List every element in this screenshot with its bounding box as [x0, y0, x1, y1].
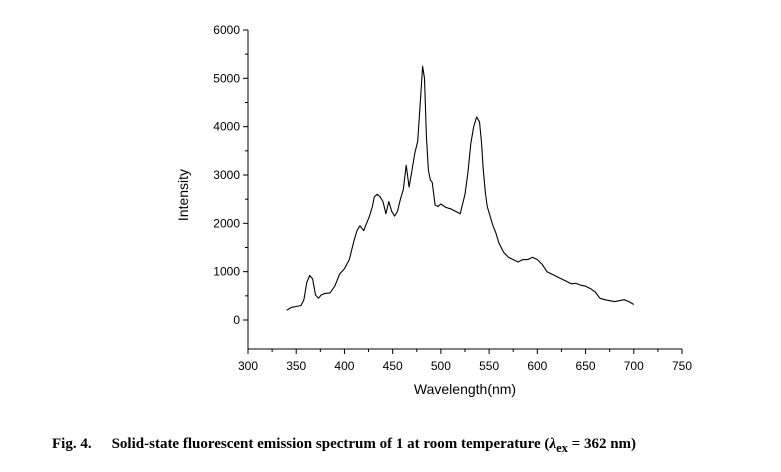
x-tick-label: 600	[527, 359, 547, 373]
x-axis-title: Wavelength(nm)	[414, 381, 516, 397]
chart-series	[286, 65, 635, 311]
y-tick-label: 3000	[213, 168, 240, 182]
figure-caption: Fig. 4. Solid-state fluorescent emission …	[52, 436, 781, 456]
x-tick-label: 550	[479, 359, 499, 373]
y-axis-ticks: 0 1000 2000 3000 4000 5000 6000	[213, 23, 248, 327]
y-tick-label: 4000	[213, 120, 240, 134]
x-tick-label: 300	[238, 359, 258, 373]
x-tick-label: 500	[431, 359, 451, 373]
y-tick-label: 2000	[213, 216, 240, 230]
emission-spectrum-chart: 300 350 400 450 500 550 600 650 700 750 0 1000 2000…	[175, 23, 692, 397]
x-tick-label: 700	[624, 359, 644, 373]
figure-number: Fig. 4.	[52, 436, 92, 452]
caption-text-before: Solid-state fluorescent emission spectru…	[111, 436, 550, 452]
spectrum-line	[286, 65, 635, 311]
lambda-subscript: ex	[556, 441, 568, 455]
x-tick-label: 750	[672, 359, 692, 373]
caption-text-after: = 362 nm)	[567, 436, 637, 452]
x-tick-label: 650	[576, 359, 596, 373]
x-tick-label: 450	[383, 359, 403, 373]
x-tick-label: 350	[286, 359, 306, 373]
x-axis-ticks: 300 350 400 450 500 550 600 650 700 750	[238, 349, 692, 373]
y-tick-label: 6000	[213, 23, 240, 37]
y-tick-label: 1000	[213, 265, 240, 279]
y-tick-label: 5000	[213, 71, 240, 85]
lambda-symbol: λ	[549, 436, 557, 452]
y-tick-label: 0	[233, 313, 240, 327]
y-axis-title: Intensity	[175, 169, 191, 221]
x-tick-label: 400	[334, 359, 354, 373]
